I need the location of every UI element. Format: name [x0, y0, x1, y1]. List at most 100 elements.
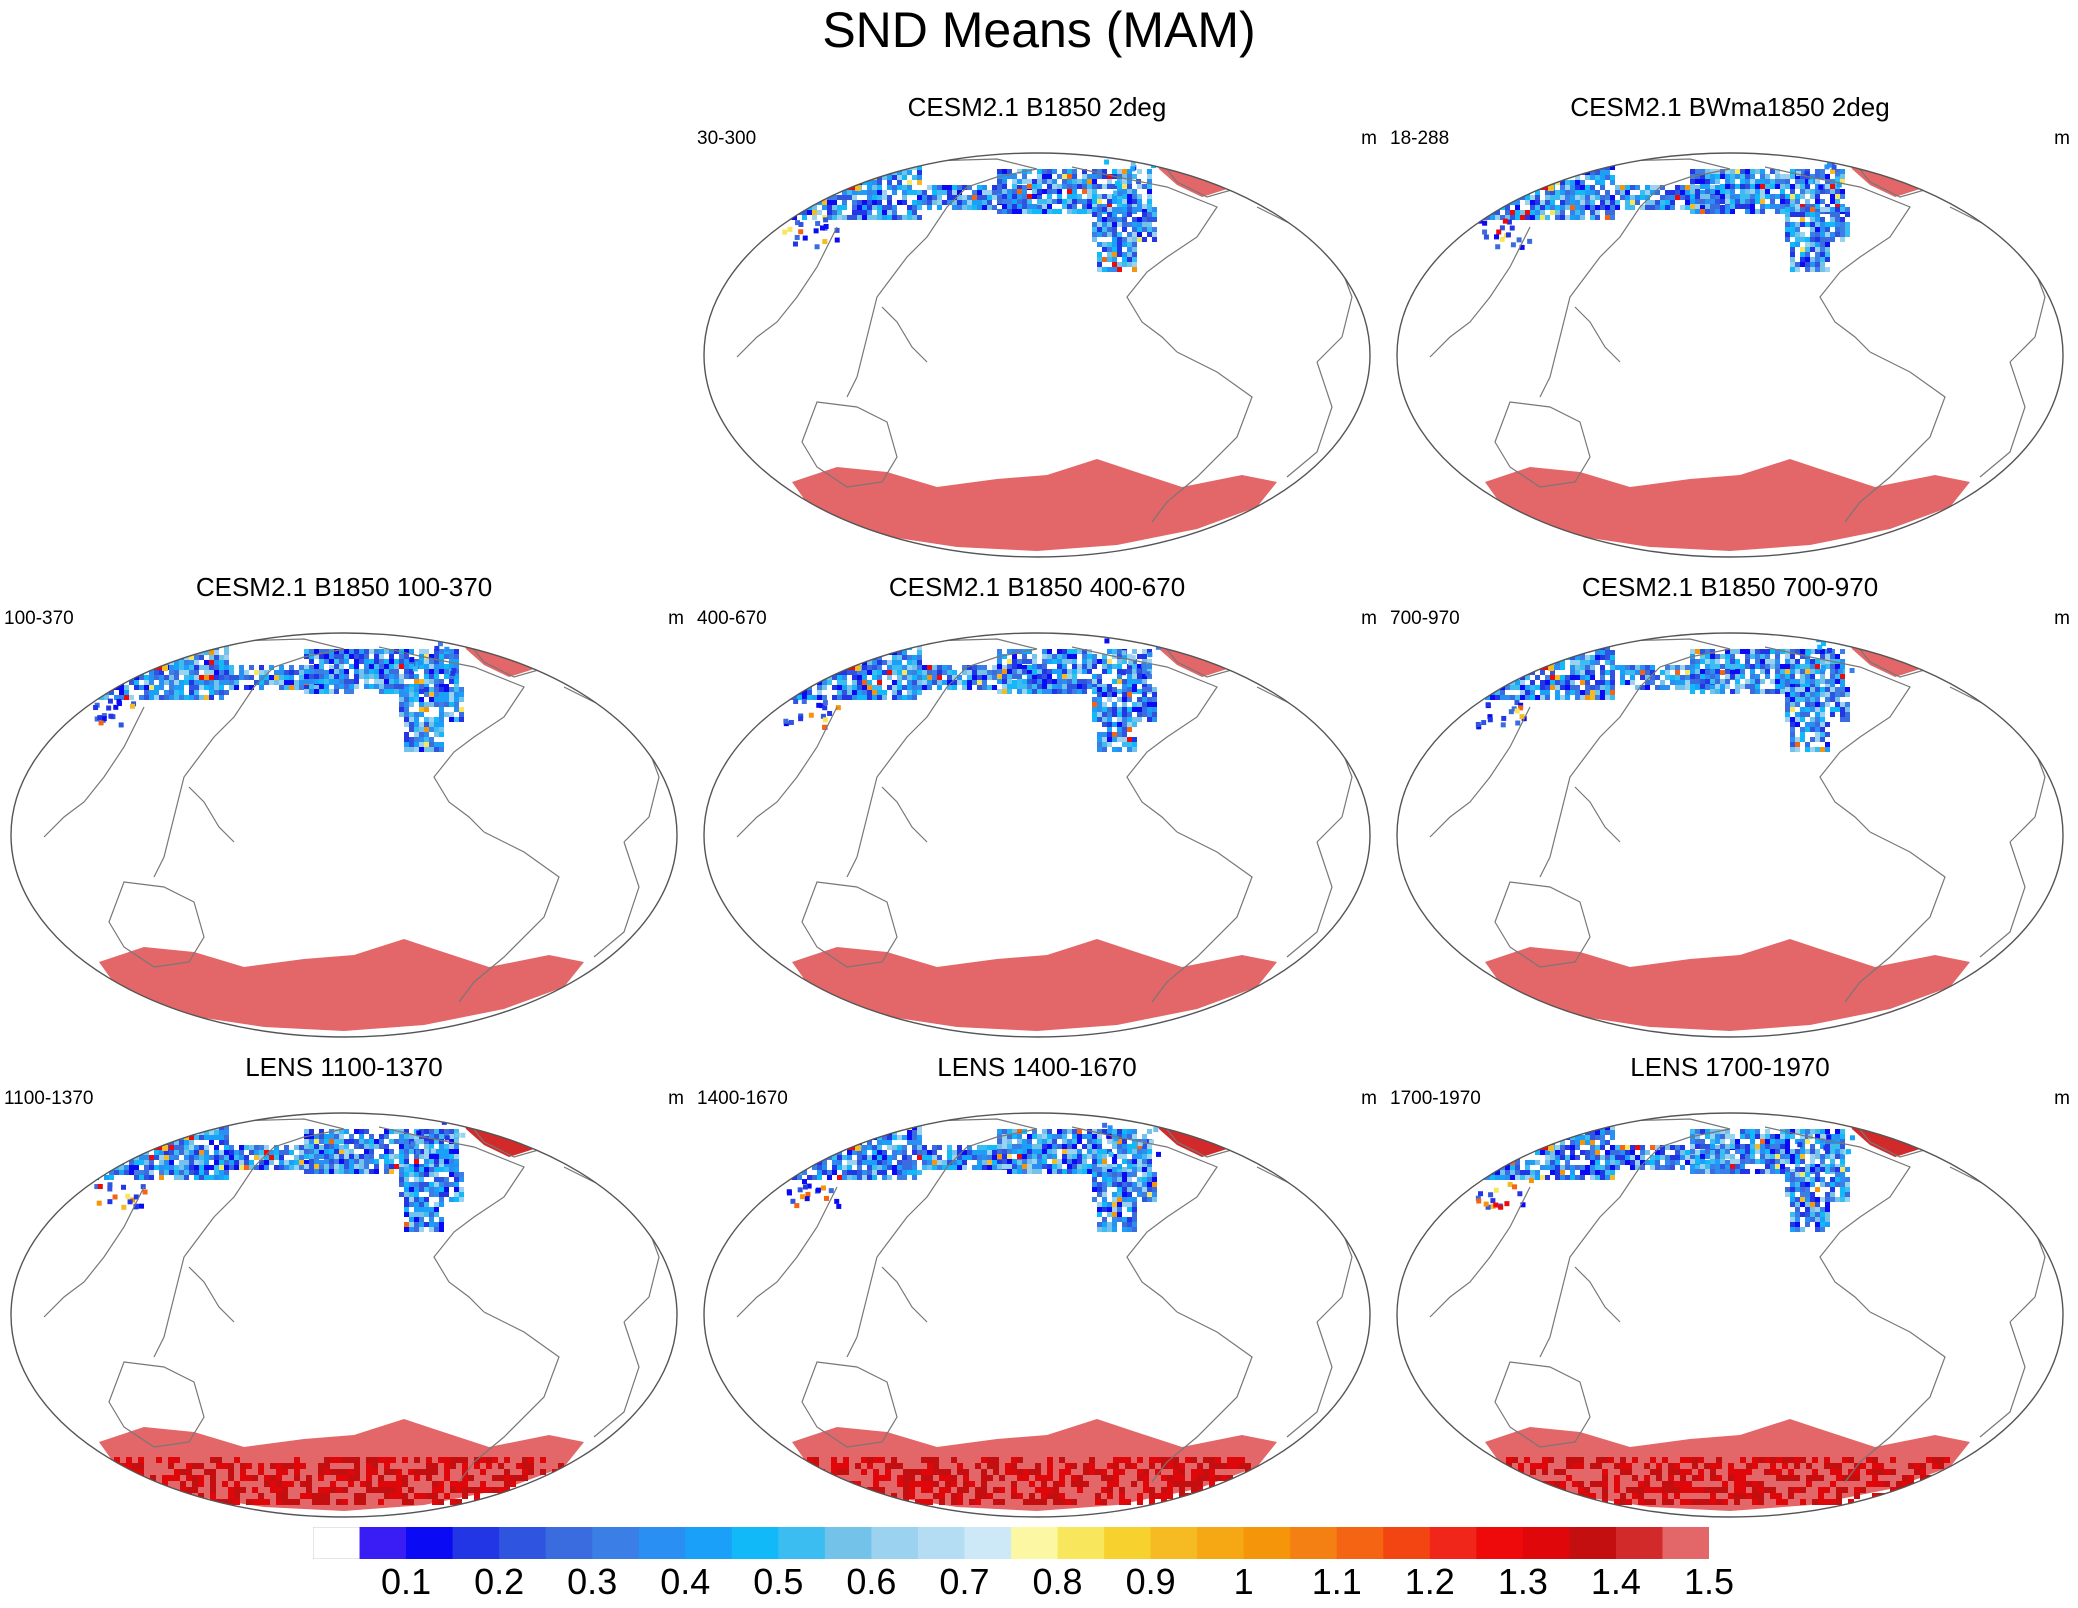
- coastline: [1949, 686, 2046, 843]
- coastline: [1494, 1361, 1591, 1448]
- colorbar-box: [359, 1527, 407, 1559]
- coastline: [1949, 206, 2046, 363]
- colorbar-box: [778, 1527, 826, 1559]
- coastline: [1071, 646, 1218, 833]
- antarctica-fill: [1485, 939, 1970, 1031]
- map-border: [703, 152, 1371, 558]
- coastline: [881, 306, 928, 363]
- colorbar-tick-label: 0.5: [753, 1561, 804, 1602]
- map-content: [43, 1113, 660, 1511]
- snow-depth-field: [1460, 1113, 1970, 1511]
- map-border: [1396, 632, 2064, 1038]
- map-border: [10, 1112, 678, 1518]
- colorbar-box: [592, 1527, 640, 1559]
- panel-range-label: 100-370: [4, 608, 74, 629]
- colorbar-box: [1243, 1527, 1291, 1559]
- coastline: [736, 706, 838, 838]
- coastline: [378, 1126, 525, 1313]
- panel-title: CESM2.1 B1850 700-970: [1581, 572, 1879, 602]
- panel-units-label: m: [1361, 608, 1377, 629]
- colorbar: [313, 1527, 1709, 1559]
- map-panel: CESM2.1 B1850 400-670 400-670 m: [697, 572, 1377, 1042]
- colorbar-box: [1476, 1527, 1524, 1559]
- panel-units-label: m: [668, 608, 684, 629]
- robinson-map: [1396, 1112, 2064, 1518]
- colorbar-tick-label: 0.6: [846, 1561, 897, 1602]
- coastline: [1764, 646, 1911, 833]
- map-content: [43, 633, 660, 1031]
- snow-depth-field: [1460, 153, 1970, 551]
- coastline: [458, 1311, 560, 1483]
- coastline: [563, 686, 660, 843]
- antarctica-fill: [99, 939, 584, 1031]
- robinson-map: [703, 632, 1371, 1038]
- coastline: [458, 831, 560, 1003]
- coastline: [1286, 361, 1333, 478]
- colorbar-box: [1336, 1527, 1384, 1559]
- coastline: [1764, 1126, 1911, 1313]
- robinson-map: [10, 1112, 678, 1518]
- map-content: [736, 633, 1353, 1031]
- coastline: [801, 401, 898, 488]
- antarctica-fill: [1485, 459, 1970, 551]
- snow-depth-field: [767, 1113, 1277, 1511]
- coastline: [563, 1166, 660, 1323]
- colorbar-box: [1057, 1527, 1105, 1559]
- coastline: [1429, 1186, 1531, 1318]
- panel-range-label: 1400-1670: [697, 1088, 788, 1109]
- colorbar-box: [964, 1527, 1012, 1559]
- coastline: [1256, 686, 1353, 843]
- colorbar-box: [1197, 1527, 1245, 1559]
- coastline: [43, 706, 145, 838]
- panel-title: LENS 1100-1370: [245, 1052, 443, 1082]
- colorbar-tick-label: 1.4: [1590, 1561, 1641, 1602]
- coastline: [1574, 306, 1621, 363]
- colorbar-box: [731, 1527, 779, 1559]
- snow-depth-field: [767, 633, 1277, 1031]
- coastline: [1574, 786, 1621, 843]
- colorbar-tick-label: 0.8: [1032, 1561, 1083, 1602]
- coastline: [1151, 831, 1253, 1003]
- panel-range-label: 18-288: [1390, 128, 1450, 149]
- coastline: [188, 786, 235, 843]
- map-border: [1396, 152, 2064, 558]
- panel-title: LENS 1700-1970: [1630, 1052, 1830, 1082]
- colorbar-box: [1569, 1527, 1617, 1559]
- colorbar-tick-label: 1.1: [1311, 1561, 1362, 1602]
- coastline: [1256, 206, 1353, 363]
- map-content: [1429, 1113, 2046, 1511]
- snow-depth-field: [74, 633, 584, 1031]
- panel-units-label: m: [668, 1088, 684, 1109]
- colorbar-tick-label: 1.2: [1404, 1561, 1455, 1602]
- coastline: [1949, 1166, 2046, 1323]
- colorbar-box: [871, 1527, 919, 1559]
- coastline: [1151, 351, 1253, 523]
- map-content: [1429, 633, 2046, 1031]
- colorbar-box: [1662, 1527, 1709, 1559]
- map-panel: LENS 1400-1670 1400-1670 m: [697, 1052, 1377, 1522]
- coastline: [881, 786, 928, 843]
- coastline: [188, 1266, 235, 1323]
- robinson-map: [703, 152, 1371, 558]
- antarctica-fill: [792, 939, 1277, 1031]
- coastline: [1286, 1321, 1333, 1438]
- coastline: [1256, 1166, 1353, 1323]
- robinson-map: [703, 1112, 1371, 1518]
- panel-title: CESM2.1 BWma1850 2deg: [1570, 92, 1890, 122]
- map-panel: CESM2.1 B1850 700-970 700-970 m: [1390, 572, 2070, 1042]
- coastline: [736, 1186, 838, 1318]
- colorbar-box: [499, 1527, 547, 1559]
- panel-units-label: m: [1361, 1088, 1377, 1109]
- panel-range-label: 30-300: [697, 128, 757, 149]
- coastline: [736, 226, 838, 358]
- snow-depth-field: [1460, 633, 1970, 1031]
- colorbar-tick-label: 0.2: [474, 1561, 525, 1602]
- coastline: [1429, 226, 1531, 358]
- colorbar-tick-label: 1: [1233, 1561, 1254, 1602]
- map-panel: CESM2.1 BWma1850 2deg 18-288 m: [1390, 92, 2070, 562]
- colorbar-box: [1429, 1527, 1477, 1559]
- coastline: [1764, 166, 1911, 353]
- colorbar-tick-label: 0.9: [1125, 1561, 1176, 1602]
- coastline: [801, 881, 898, 968]
- colorbar-box: [1104, 1527, 1152, 1559]
